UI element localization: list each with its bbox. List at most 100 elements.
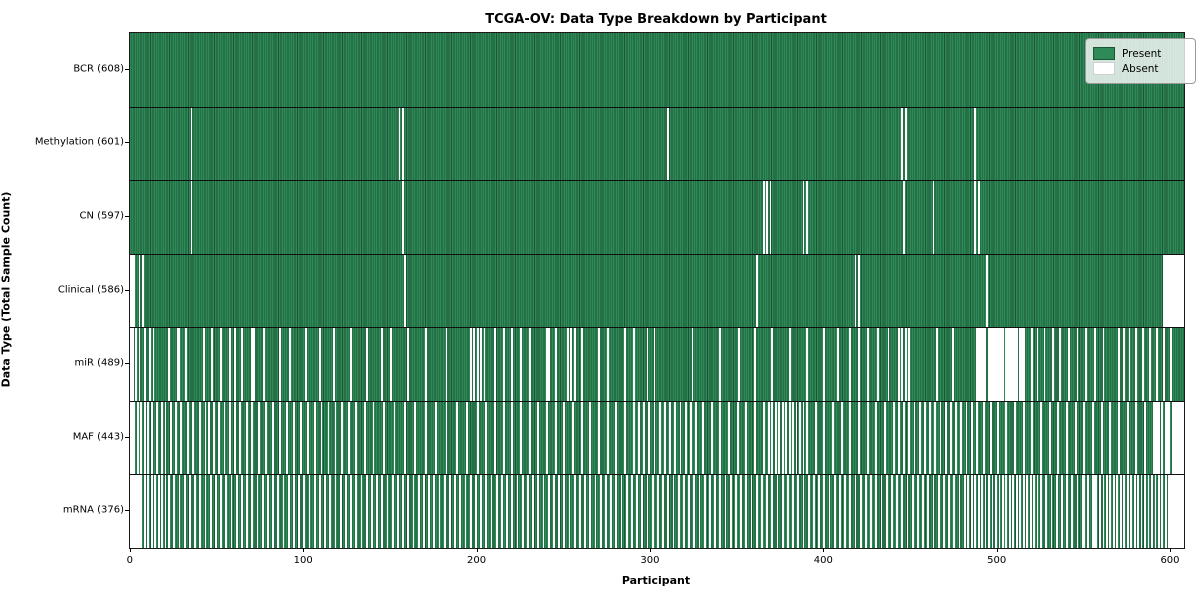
- absent-stripe: [1156, 401, 1159, 475]
- absent-stripe: [135, 475, 137, 548]
- absent-stripe: [901, 107, 904, 181]
- absent-stripe: [918, 401, 921, 475]
- absent-stripe: [1031, 328, 1034, 401]
- absent-stripe: [412, 475, 415, 548]
- absent-stripe: [688, 475, 690, 548]
- absent-stripe: [365, 475, 368, 548]
- absent-stripe: [258, 401, 261, 475]
- absent-stripe: [1099, 475, 1101, 548]
- x-tick-label-100: 100: [293, 555, 313, 566]
- absent-stripe: [679, 401, 682, 475]
- absent-stripe: [974, 107, 977, 181]
- absent-stripe: [547, 328, 550, 401]
- absent-stripe: [469, 475, 472, 548]
- absent-stripe: [135, 328, 137, 401]
- absent-stripe: [807, 475, 810, 548]
- absent-stripe: [709, 475, 711, 548]
- absent-stripe: [334, 475, 337, 548]
- absent-stripe: [1180, 254, 1183, 328]
- y-tick-mark: [125, 510, 129, 512]
- absent-stripe: [178, 475, 181, 548]
- absent-stripe: [657, 475, 659, 548]
- absent-stripe: [1026, 475, 1029, 548]
- absent-stripe: [272, 401, 274, 475]
- absent-stripe: [1128, 328, 1131, 401]
- absent-stripe: [130, 254, 132, 328]
- absent-stripe: [1066, 401, 1068, 475]
- absent-stripe: [949, 401, 952, 475]
- absent-stripe: [787, 475, 789, 548]
- absent-stripe: [1060, 475, 1063, 548]
- absent-stripe: [1083, 401, 1086, 475]
- absent-stripe: [598, 401, 600, 475]
- absent-stripe: [1040, 475, 1042, 548]
- absent-stripe: [901, 328, 904, 401]
- absent-stripe: [1076, 328, 1079, 401]
- absent-stripe: [1019, 328, 1022, 401]
- absent-stripe: [1014, 401, 1016, 475]
- absent-stripe: [1175, 254, 1178, 328]
- absent-stripe: [781, 475, 784, 548]
- absent-stripe: [646, 328, 649, 401]
- absent-stripe: [218, 401, 221, 475]
- absent-stripe: [1015, 328, 1018, 401]
- absent-stripe: [187, 401, 189, 475]
- x-tick-label-500: 500: [987, 555, 1007, 566]
- absent-stripe: [130, 328, 132, 401]
- absent-stripe: [1175, 401, 1178, 475]
- absent-stripe: [1116, 475, 1119, 548]
- absent-stripe: [1093, 328, 1096, 401]
- absent-stripe: [279, 401, 281, 475]
- absent-stripe: [287, 475, 290, 548]
- absent-stripe: [199, 401, 202, 475]
- absent-stripe: [256, 475, 259, 548]
- absent-stripe: [494, 328, 496, 401]
- absent-stripe: [865, 475, 867, 548]
- absent-stripe: [606, 328, 609, 401]
- y-tick-mark: [125, 68, 129, 70]
- absent-stripe: [1005, 401, 1008, 475]
- absent-stripe: [235, 475, 238, 548]
- absent-stripe: [403, 254, 406, 328]
- absent-stripe: [520, 328, 522, 401]
- absent-stripe: [1008, 475, 1011, 548]
- absent-stripe: [552, 475, 555, 548]
- absent-stripe: [214, 475, 217, 548]
- absent-stripe: [1177, 401, 1179, 475]
- absent-stripe: [719, 475, 722, 548]
- absent-stripe: [190, 107, 193, 181]
- absent-stripe: [658, 401, 661, 475]
- absent-stripe: [485, 475, 488, 548]
- absent-stripe: [963, 475, 966, 548]
- absent-stripe: [684, 401, 687, 475]
- absent-stripe: [806, 181, 808, 254]
- absent-stripe: [547, 475, 550, 548]
- absent-stripe: [263, 328, 266, 401]
- absent-stripe: [1177, 254, 1179, 328]
- absent-stripe: [490, 475, 493, 548]
- absent-stripe: [832, 401, 834, 475]
- absent-stripe: [180, 401, 183, 475]
- absent-stripe: [339, 475, 342, 548]
- absent-stripe: [355, 401, 358, 475]
- absent-stripe: [204, 475, 207, 548]
- absent-stripe: [131, 328, 134, 401]
- row-band-cn: [130, 180, 1184, 254]
- absent-stripe: [974, 475, 977, 548]
- absent-stripe: [988, 475, 990, 548]
- absent-stripe: [131, 401, 134, 475]
- absent-stripe: [923, 401, 926, 475]
- absent-stripe: [996, 328, 999, 401]
- absent-stripe: [386, 475, 389, 548]
- absent-stripe: [220, 328, 222, 401]
- absent-stripe: [887, 328, 890, 401]
- absent-stripe: [702, 401, 704, 475]
- absent-stripe: [344, 475, 347, 548]
- absent-stripe: [136, 401, 139, 475]
- absent-stripe: [870, 475, 873, 548]
- absent-stripe: [849, 475, 852, 548]
- absent-stripe: [528, 401, 531, 475]
- absent-stripe: [334, 401, 337, 475]
- absent-stripe: [403, 401, 406, 475]
- absent-stripe: [390, 328, 392, 401]
